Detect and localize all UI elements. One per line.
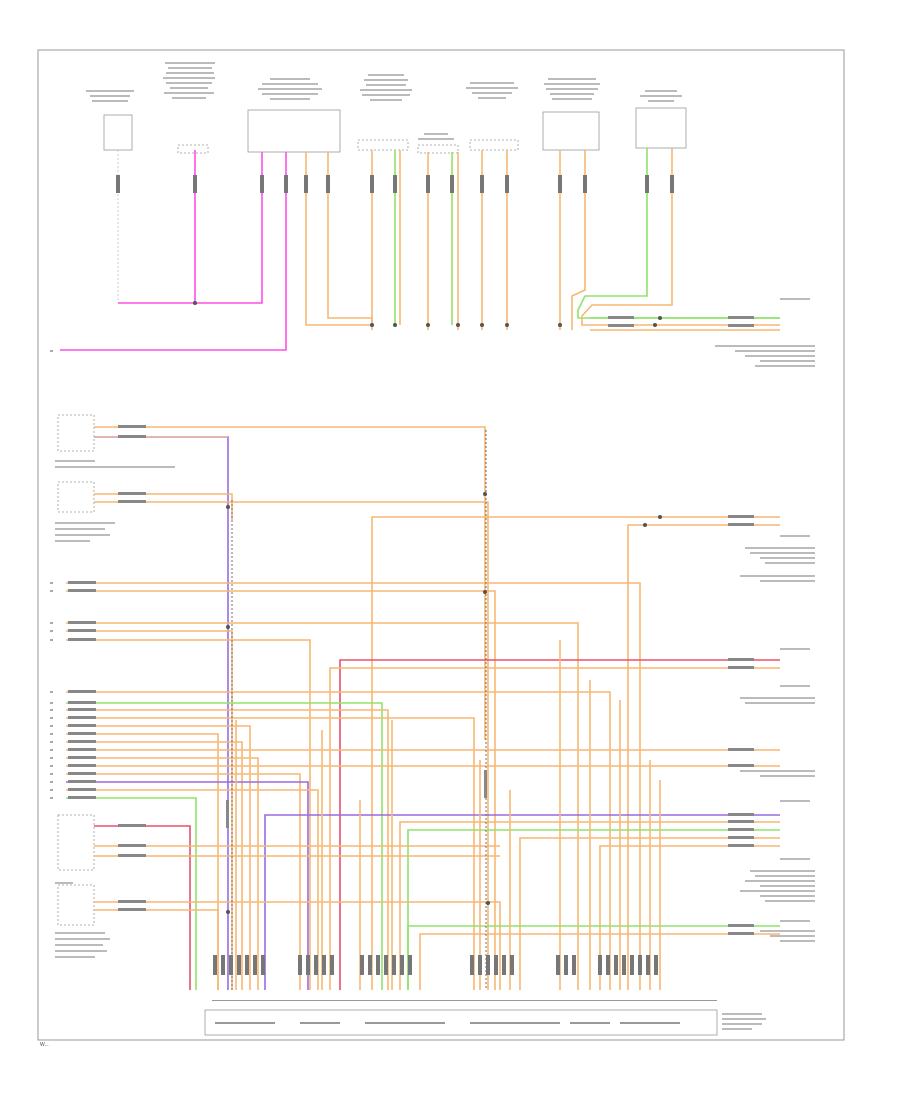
left-label-marks — [55, 460, 175, 958]
diagram-footer-code: W... — [40, 1042, 49, 1048]
component-box-3 — [542, 111, 600, 151]
left-module-3 — [57, 814, 95, 871]
left-module-4 — [57, 884, 95, 926]
right-label-marks — [715, 298, 815, 1030]
top-components — [103, 107, 687, 154]
diagram-frame — [37, 49, 845, 1041]
wire-tags — [68, 316, 754, 935]
bus-wires — [66, 426, 780, 990]
component-box-8 — [177, 144, 209, 154]
bottom-connector — [204, 955, 718, 1036]
left-module-2 — [57, 481, 95, 513]
component-box-4 — [635, 107, 687, 149]
left-pin-marks — [50, 350, 53, 799]
top-connectors — [116, 175, 674, 193]
left-module-1 — [57, 414, 95, 452]
component-box-2 — [247, 109, 341, 153]
component-box-7 — [469, 139, 519, 151]
splice-points-top — [193, 301, 662, 327]
splice-points-mid — [226, 492, 662, 914]
component-box-1 — [103, 114, 133, 151]
component-box-6 — [417, 144, 459, 154]
top-label-marks — [86, 62, 682, 140]
component-box-5 — [357, 139, 409, 151]
shield-lines — [231, 430, 487, 990]
left-modules — [57, 414, 95, 926]
